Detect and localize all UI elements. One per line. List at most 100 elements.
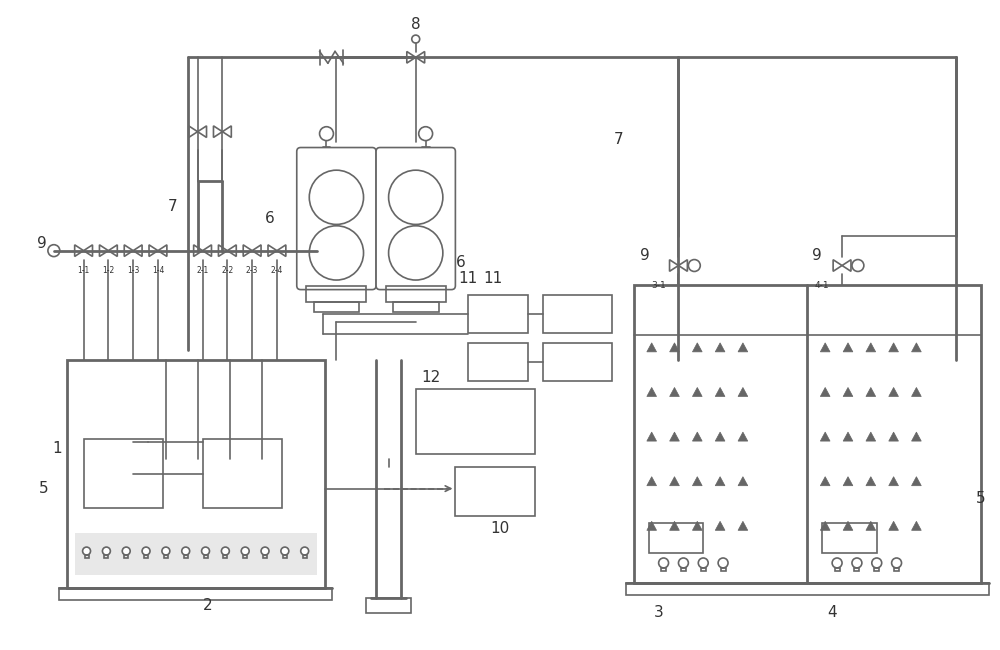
Polygon shape	[912, 521, 921, 530]
Polygon shape	[108, 245, 117, 257]
Polygon shape	[912, 476, 921, 486]
Bar	[75, 533, 317, 575]
Polygon shape	[820, 343, 830, 352]
Polygon shape	[670, 521, 679, 530]
Circle shape	[688, 259, 700, 272]
Bar	[184, 555, 188, 558]
Polygon shape	[647, 476, 657, 486]
Polygon shape	[843, 387, 853, 396]
Bar	[67, 359, 325, 588]
Bar	[634, 285, 981, 583]
Text: 1-2: 1-2	[102, 266, 115, 275]
Text: 11: 11	[483, 271, 503, 286]
Circle shape	[389, 170, 443, 224]
Polygon shape	[912, 343, 921, 352]
Polygon shape	[158, 245, 167, 257]
Bar	[263, 555, 267, 558]
Polygon shape	[670, 476, 679, 486]
Polygon shape	[715, 521, 725, 530]
Polygon shape	[227, 245, 236, 257]
Text: 11: 11	[459, 271, 478, 286]
Circle shape	[892, 558, 902, 568]
Bar	[894, 568, 899, 571]
Circle shape	[142, 547, 150, 555]
Circle shape	[102, 547, 110, 555]
Polygon shape	[670, 387, 679, 396]
Text: 3: 3	[654, 605, 664, 620]
Circle shape	[852, 259, 864, 272]
Bar	[835, 568, 840, 571]
Polygon shape	[820, 521, 830, 530]
Text: 12: 12	[421, 370, 440, 385]
Bar	[854, 568, 859, 571]
Polygon shape	[99, 245, 108, 257]
Polygon shape	[678, 260, 687, 271]
Circle shape	[872, 558, 882, 568]
Polygon shape	[243, 245, 252, 257]
Polygon shape	[715, 476, 725, 486]
Text: 9: 9	[37, 236, 47, 251]
Bar	[283, 555, 287, 558]
Polygon shape	[670, 432, 679, 441]
Polygon shape	[738, 387, 748, 396]
Polygon shape	[277, 245, 286, 257]
Polygon shape	[843, 343, 853, 352]
Text: 2-3: 2-3	[246, 266, 258, 275]
Polygon shape	[647, 343, 657, 352]
Polygon shape	[843, 432, 853, 441]
Circle shape	[659, 558, 669, 568]
Polygon shape	[842, 260, 851, 271]
Text: 7: 7	[168, 198, 178, 214]
Polygon shape	[738, 476, 748, 486]
Polygon shape	[149, 245, 158, 257]
Polygon shape	[194, 245, 203, 257]
Bar	[386, 285, 446, 302]
Bar	[104, 555, 108, 558]
Polygon shape	[692, 343, 702, 352]
Text: 8: 8	[411, 17, 421, 32]
Bar	[468, 295, 528, 333]
Bar	[874, 568, 879, 571]
Polygon shape	[843, 476, 853, 486]
Polygon shape	[124, 245, 133, 257]
Polygon shape	[820, 387, 830, 396]
Text: 6: 6	[265, 211, 275, 226]
Bar	[85, 555, 89, 558]
Polygon shape	[715, 387, 725, 396]
Text: 9: 9	[640, 248, 650, 263]
Circle shape	[419, 127, 433, 140]
Polygon shape	[647, 432, 657, 441]
Bar	[84, 439, 163, 508]
Polygon shape	[843, 521, 853, 530]
Circle shape	[852, 558, 862, 568]
Text: 3-1: 3-1	[651, 281, 666, 290]
Polygon shape	[407, 51, 416, 63]
Polygon shape	[912, 387, 921, 396]
FancyBboxPatch shape	[376, 148, 455, 290]
Bar	[243, 555, 247, 558]
Polygon shape	[738, 343, 748, 352]
Polygon shape	[738, 432, 748, 441]
Polygon shape	[222, 126, 231, 137]
Text: 1-1: 1-1	[77, 266, 90, 275]
Bar	[416, 389, 535, 454]
Polygon shape	[692, 387, 702, 396]
Circle shape	[718, 558, 728, 568]
Circle shape	[162, 547, 170, 555]
Circle shape	[122, 547, 130, 555]
Text: 1: 1	[52, 441, 62, 456]
Text: 2-2: 2-2	[221, 266, 233, 275]
Circle shape	[389, 226, 443, 280]
Polygon shape	[866, 432, 876, 441]
Polygon shape	[738, 521, 748, 530]
Polygon shape	[715, 432, 725, 441]
Circle shape	[311, 244, 323, 257]
Polygon shape	[268, 245, 277, 257]
Polygon shape	[866, 387, 876, 396]
Circle shape	[83, 547, 91, 555]
Polygon shape	[866, 476, 876, 486]
Text: 2-4: 2-4	[271, 266, 283, 275]
Text: 5: 5	[976, 491, 986, 506]
Polygon shape	[833, 260, 842, 271]
Polygon shape	[715, 343, 725, 352]
